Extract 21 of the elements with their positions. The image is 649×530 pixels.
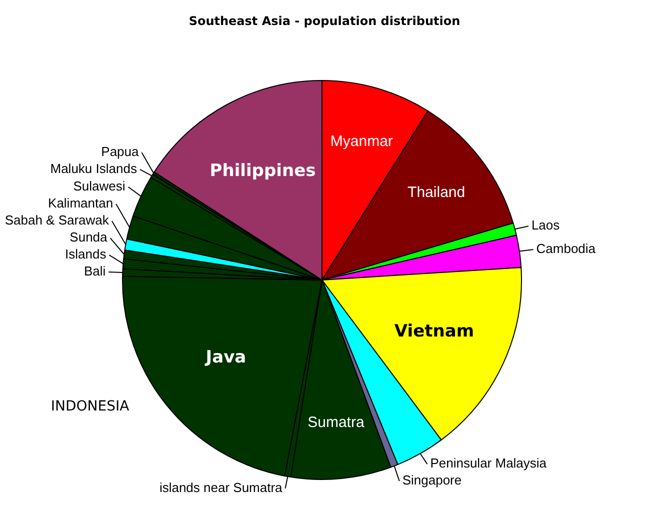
slice-label: islands near Sumatra xyxy=(159,480,284,495)
slice-label: Sumatra xyxy=(308,414,365,432)
slice-label: Thailand xyxy=(408,184,466,202)
slice-label: Bali xyxy=(84,264,106,279)
slice-label: Sulawesi xyxy=(73,178,126,194)
slice-label: Kalimantan xyxy=(48,196,114,211)
slice-label: Cambodia xyxy=(536,241,596,256)
slice-label: Islands xyxy=(65,246,107,262)
slice-label: Java xyxy=(204,347,246,368)
slice-label: Singapore xyxy=(402,472,462,488)
text: INDONESIA xyxy=(50,398,130,415)
slice-label: Philippines xyxy=(210,160,316,181)
chart-title: Southeast Asia - population distribution xyxy=(188,14,460,28)
slice-label: Myanmar xyxy=(330,133,393,150)
slice-label: Sunda xyxy=(70,230,108,245)
slice-label: Maluku Islands xyxy=(50,161,138,176)
slice-label: Papua xyxy=(101,144,140,160)
slice-label: Sabah & Sarawak xyxy=(4,212,110,228)
slice-label: Vietnam xyxy=(394,321,474,342)
slice-label: Peninsular Malaysia xyxy=(430,456,548,471)
slice-label: Laos xyxy=(531,218,560,233)
